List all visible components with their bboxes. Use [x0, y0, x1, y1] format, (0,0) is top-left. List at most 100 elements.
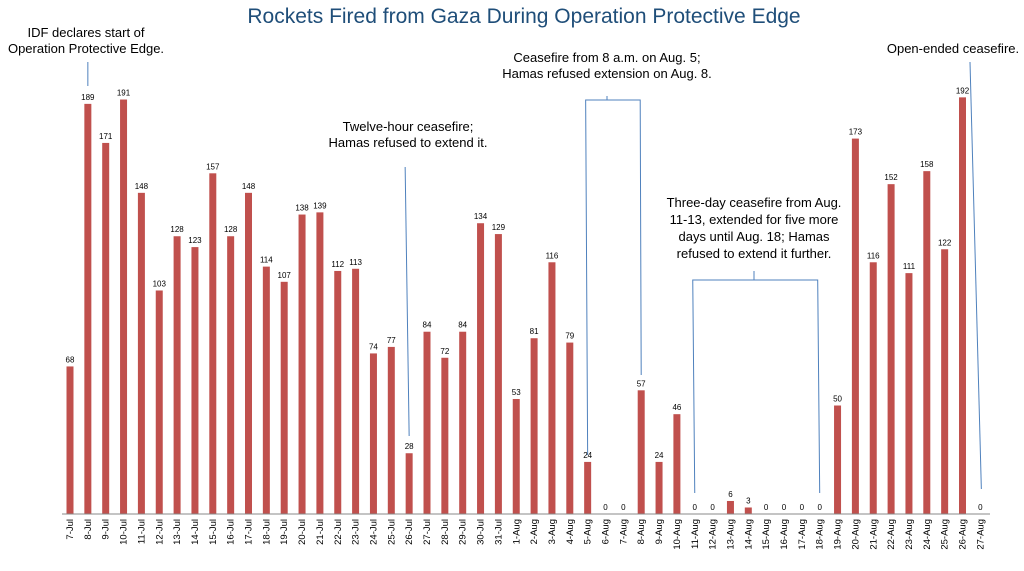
value-label-18-Aug: 0: [817, 503, 822, 512]
x-tick-label: 30-Jul: [476, 519, 487, 545]
x-tick-label: 24-Aug: [922, 519, 933, 550]
bar-19-Jul: [280, 281, 288, 514]
x-tick-label: 3-Aug: [547, 519, 558, 544]
x-tick-label: 9-Aug: [654, 519, 665, 544]
bar-4-Aug: [566, 342, 574, 514]
value-label-23-Aug: 111: [903, 262, 916, 271]
value-label-30-Jul: 134: [474, 212, 488, 221]
value-label-24-Jul: 74: [369, 342, 378, 351]
annotation-4: Three-day ceasefire from Aug. 11-13, exte…: [667, 195, 842, 261]
annotation-1: IDF declares start of Operation Protectiv…: [8, 25, 164, 56]
callout-line-5: [969, 61, 982, 490]
value-label-29-Jul: 84: [458, 321, 467, 330]
bar-17-Jul: [245, 192, 252, 514]
x-tick-label: 20-Jul: [297, 519, 308, 545]
value-label-18-Jul: 114: [260, 256, 273, 265]
x-tick-label: 21-Aug: [868, 519, 879, 550]
x-tick-label: 9-Jul: [101, 519, 112, 540]
value-label-19-Aug: 50: [833, 395, 842, 404]
annotation-3: Ceasefire from 8 a.m. on Aug. 5; Hamas re…: [502, 50, 712, 81]
bar-22-Jul: [334, 270, 342, 514]
value-label-2-Aug: 81: [530, 327, 539, 336]
x-tick-label: 11-Jul: [136, 519, 147, 544]
bar-5-Aug: [584, 461, 592, 514]
bar-9-Jul: [102, 142, 110, 514]
value-label-1-Aug: 53: [512, 388, 521, 397]
x-tick-label: 31-Jul: [493, 519, 504, 545]
callout-line-2: [404, 166, 410, 437]
x-tick-label: 25-Jul: [386, 519, 397, 545]
x-tick-label: 15-Aug: [761, 519, 772, 550]
bar-25-Jul: [387, 346, 395, 514]
bar-28-Jul: [441, 357, 449, 514]
bar-31-Jul: [494, 234, 502, 514]
bar-10-Aug: [673, 414, 681, 514]
value-label-14-Jul: 123: [188, 236, 202, 245]
value-label-8-Aug: 57: [637, 379, 646, 388]
x-tick-label: 26-Aug: [958, 519, 969, 550]
x-tick-label: 8-Jul: [83, 519, 94, 540]
x-tick-label: 18-Aug: [815, 519, 826, 550]
x-tick-label: 13-Aug: [725, 519, 736, 550]
value-label-6-Aug: 0: [603, 503, 608, 512]
callout-bracket-3: [585, 96, 642, 456]
annotation-2: Twelve-hour ceasefire; Hamas refused to e…: [329, 119, 488, 150]
annotation-5: Open-ended ceasefire.: [887, 41, 1019, 56]
x-tick-label: 22-Jul: [333, 519, 344, 545]
value-label-12-Jul: 103: [153, 279, 167, 288]
x-tick-label: 12-Aug: [708, 519, 719, 550]
value-label-16-Aug: 0: [782, 503, 787, 512]
bar-21-Jul: [316, 212, 324, 514]
x-tick-label: 15-Jul: [208, 519, 219, 545]
value-label-7-Jul: 68: [66, 355, 75, 364]
bar-26-Aug: [959, 97, 966, 515]
x-tick-labels: 7-Jul 8-Jul 9-Jul 10-Jul 11-Jul 12-Jul 13-Jul 1…: [65, 519, 986, 550]
x-tick-label: 20-Aug: [850, 519, 861, 550]
bar-20-Jul: [298, 214, 306, 515]
x-tick-label: 6-Aug: [601, 519, 612, 544]
bar-16-Jul: [227, 236, 235, 515]
bar-23-Jul: [352, 268, 360, 514]
callouts: [87, 61, 982, 494]
bar-30-Jul: [477, 223, 485, 514]
x-tick-label: 23-Aug: [904, 519, 915, 550]
annotations: IDF declares start of Operation Protectiv…: [8, 25, 1019, 261]
x-tick-label: 13-Jul: [172, 519, 183, 545]
x-tick-label: 27-Jul: [422, 519, 433, 545]
value-label-28-Jul: 72: [440, 347, 449, 356]
value-label-17-Aug: 0: [800, 503, 805, 512]
x-tick-label: 24-Jul: [368, 519, 379, 545]
bar-27-Jul: [423, 331, 431, 514]
x-tick-label: 27-Aug: [975, 519, 986, 550]
value-label-7-Aug: 0: [621, 503, 626, 512]
bar-11-Jul: [137, 192, 145, 514]
x-tick-label: 16-Jul: [226, 519, 237, 545]
value-label-11-Aug: 0: [693, 503, 698, 512]
bar-24-Jul: [369, 353, 377, 514]
bar-13-Aug: [726, 500, 734, 514]
bar-23-Aug: [905, 273, 913, 514]
bar-25-Aug: [941, 249, 949, 514]
x-tick-label: 28-Jul: [440, 519, 451, 545]
value-label-11-Jul: 148: [135, 182, 149, 191]
value-label-9-Jul: 171: [99, 132, 113, 141]
value-label-16-Jul: 128: [224, 225, 238, 234]
x-tick-label: 8-Aug: [636, 519, 647, 544]
chart-title: Rockets Fired from Gaza During Operation…: [247, 5, 800, 28]
value-label-19-Jul: 107: [278, 271, 292, 280]
value-label-27-Aug: 0: [978, 503, 983, 512]
bar-2-Aug: [530, 338, 538, 514]
bars: [66, 97, 966, 515]
bar-12-Jul: [155, 290, 163, 514]
x-tick-label: 5-Aug: [583, 519, 594, 544]
bar-3-Aug: [548, 262, 556, 514]
bar-9-Aug: [655, 461, 663, 514]
value-label-25-Jul: 77: [387, 336, 396, 345]
value-label-24-Aug: 158: [920, 160, 934, 169]
bar-24-Aug: [923, 171, 931, 514]
value-label-13-Jul: 128: [170, 225, 184, 234]
bar-8-Jul: [84, 103, 92, 515]
x-tick-label: 1-Aug: [511, 519, 522, 544]
bar-8-Aug: [637, 390, 645, 514]
